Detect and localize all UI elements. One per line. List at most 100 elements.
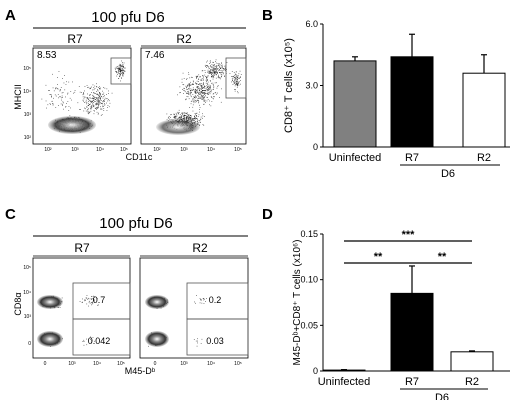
panel-c-gate-lower-r7 <box>72 318 131 356</box>
event-dot <box>197 75 198 77</box>
event-dot <box>207 71 209 73</box>
event-dot <box>96 86 98 88</box>
event-dot <box>191 76 192 78</box>
event-dot <box>116 72 117 73</box>
panel-a-ylabel: MHCII <box>13 84 23 110</box>
event-dot <box>104 97 106 99</box>
event-dot <box>122 66 123 67</box>
event-dot <box>89 87 91 89</box>
event-dot <box>118 68 119 69</box>
event-dot <box>211 89 212 91</box>
event-dot <box>68 81 70 83</box>
event-dot <box>223 68 225 70</box>
event-dot <box>67 92 69 94</box>
event-dot <box>100 108 101 110</box>
event-dot <box>208 73 210 74</box>
event-dot <box>201 94 202 96</box>
event-dot <box>103 106 104 107</box>
event-dot <box>84 299 86 300</box>
event-dot <box>195 89 196 91</box>
event-dot <box>202 80 204 81</box>
event-dot <box>201 91 203 93</box>
event-dot <box>61 297 63 299</box>
panel-a-gate-r7 <box>110 57 132 85</box>
event-dot <box>193 101 195 102</box>
event-dot <box>120 71 122 73</box>
event-dot <box>98 100 100 101</box>
panel-a-xtick: 10⁴ <box>207 147 215 153</box>
event-dot <box>190 118 191 120</box>
event-dot <box>87 111 89 112</box>
event-dot <box>206 96 208 98</box>
event-dot <box>237 77 238 78</box>
event-dot <box>181 115 183 116</box>
event-dot <box>82 341 84 342</box>
event-dot <box>59 96 61 98</box>
event-dot <box>93 98 94 99</box>
event-dot <box>216 66 217 68</box>
event-dot <box>86 103 87 105</box>
event-dot <box>97 100 99 102</box>
event-dot <box>60 89 61 91</box>
event-dot <box>86 98 88 99</box>
event-dot <box>97 106 99 107</box>
event-dot <box>96 94 98 95</box>
event-dot <box>194 113 196 114</box>
event-dot <box>94 99 96 100</box>
event-dot <box>98 102 99 104</box>
event-dot <box>120 68 121 70</box>
event-dot <box>216 70 217 71</box>
event-dot <box>194 117 196 119</box>
event-dot <box>200 92 202 93</box>
event-dot <box>212 89 214 90</box>
event-dot <box>122 72 123 73</box>
event-dot <box>118 65 120 67</box>
event-dot <box>196 116 197 117</box>
event-dot <box>198 93 199 95</box>
event-dot <box>109 102 111 104</box>
event-dot <box>96 104 98 105</box>
event-dot <box>195 82 196 84</box>
event-dot <box>94 88 96 89</box>
event-dot <box>117 70 119 72</box>
event-dot <box>103 101 105 103</box>
event-dot <box>201 85 202 86</box>
event-dot <box>88 98 90 100</box>
y-tick-label: 0.10 <box>300 275 318 285</box>
event-dot <box>55 95 57 97</box>
event-dot <box>235 83 237 85</box>
event-dot <box>234 89 235 90</box>
event-dot <box>119 71 121 73</box>
event-dot <box>183 115 184 117</box>
event-dot <box>89 104 90 105</box>
event-dot <box>210 70 211 72</box>
event-dot <box>119 73 121 75</box>
event-dot <box>185 117 187 119</box>
event-dot <box>216 68 217 70</box>
event-dot <box>210 72 212 73</box>
event-dot <box>174 117 175 119</box>
event-dot <box>190 90 191 91</box>
event-dot <box>89 106 91 108</box>
event-dot <box>92 104 94 106</box>
event-dot <box>91 302 92 304</box>
event-dot <box>195 92 196 93</box>
event-dot <box>94 296 95 298</box>
event-dot <box>180 118 181 119</box>
event-dot <box>122 69 124 71</box>
event-dot <box>206 77 207 78</box>
panel-c-density-lower-r7 <box>37 331 63 347</box>
event-dot <box>204 64 206 66</box>
event-dot <box>182 89 183 90</box>
event-dot <box>237 83 239 84</box>
panel-c-label-r2: R2 <box>192 241 208 255</box>
event-dot <box>65 84 67 85</box>
event-dot <box>203 101 205 102</box>
event-dot <box>213 71 215 72</box>
panel-a-y-ticks: 10² 10³ 10⁴ 10⁵ <box>23 66 31 141</box>
event-dot <box>202 90 203 91</box>
event-dot <box>232 84 234 85</box>
panel-c-gate-lower-r2 <box>186 318 249 356</box>
event-dot <box>203 298 204 299</box>
event-dot <box>211 66 212 68</box>
